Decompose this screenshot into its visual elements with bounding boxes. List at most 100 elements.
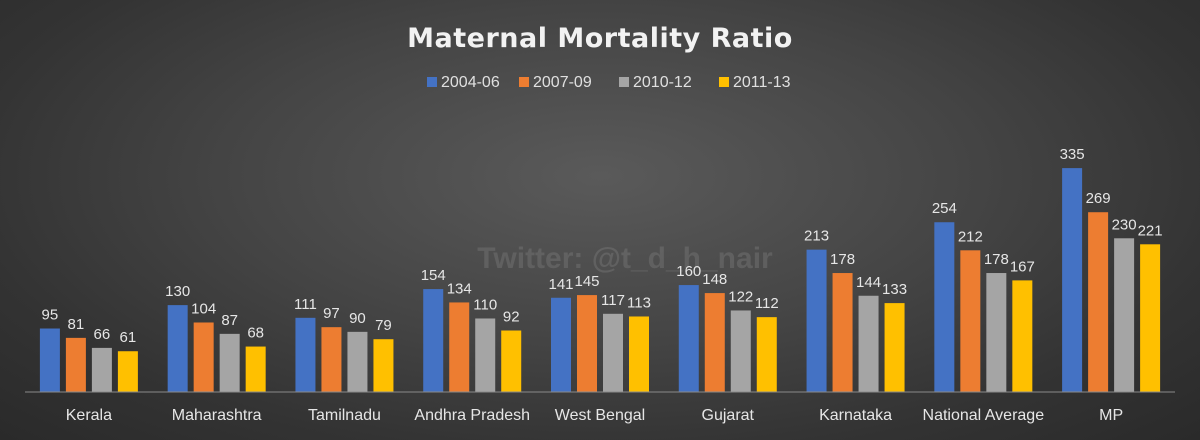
x-tick-tamilnadu: Tamilnadu	[308, 407, 381, 424]
data-label-tamilnadu-2011-13: 79	[375, 317, 392, 334]
bar-west-bengal-2007-09	[577, 295, 597, 392]
data-label-national-average-2004-06: 254	[932, 200, 957, 217]
data-label-gujarat-2007-09: 148	[702, 271, 727, 288]
x-tick-karnataka: Karnataka	[819, 407, 892, 424]
bar-gujarat-2007-09	[704, 293, 725, 392]
x-tick-mp: MP	[1099, 407, 1123, 424]
legend-swatch-2010-12	[619, 77, 629, 87]
legend: 2004-06 2007-09 2010-12 2011-13	[427, 74, 791, 91]
legend-swatch-2011-13	[719, 77, 729, 87]
bar-maharashtra-2011-13	[245, 346, 266, 392]
chart-title: Maternal Mortality Ratio	[407, 23, 793, 54]
data-label-maharashtra-2004-06: 130	[165, 283, 190, 300]
legend-swatch-2004-06	[427, 77, 437, 87]
legend-label-2007-09: 2007-09	[533, 74, 592, 91]
data-label-maharashtra-2007-09: 104	[191, 300, 216, 317]
legend-swatch-2007-09	[519, 77, 529, 87]
bar-mp-2004-06	[1062, 168, 1083, 392]
data-label-national-average-2007-09: 212	[958, 228, 983, 245]
bar-karnataka-2010-12	[858, 295, 879, 392]
x-tick-gujarat: Gujarat	[702, 407, 755, 424]
data-label-andhra-pradesh-2010-12: 110	[473, 296, 497, 313]
x-tick-national-average: National Average	[923, 407, 1045, 424]
data-label-tamilnadu-2007-09: 97	[323, 305, 340, 322]
data-label-gujarat-2010-12: 122	[728, 288, 753, 305]
data-label-andhra-pradesh-2004-06: 154	[421, 267, 446, 284]
legend-item-2007-09: 2007-09	[519, 74, 592, 91]
bar-west-bengal-2011-13	[629, 316, 649, 392]
data-label-kerala-2004-06: 95	[42, 307, 59, 324]
bar-national-average-2004-06	[934, 222, 955, 392]
x-tick-andhra-pradesh: Andhra Pradesh	[414, 407, 530, 424]
bar-gujarat-2004-06	[678, 285, 699, 392]
bar-kerala-2007-09	[65, 337, 86, 392]
bar-gujarat-2010-12	[730, 310, 751, 392]
bar-karnataka-2007-09	[832, 273, 853, 392]
bar-tamilnadu-2010-12	[347, 331, 368, 392]
bar-national-average-2007-09	[960, 250, 981, 392]
data-label-tamilnadu-2010-12: 90	[349, 310, 366, 327]
bar-west-bengal-2010-12	[603, 313, 623, 392]
data-label-west-bengal-2004-06: 141	[548, 276, 573, 293]
data-label-national-average-2011-13: 167	[1010, 258, 1035, 275]
data-label-kerala-2011-13: 61	[120, 329, 137, 346]
data-label-mp-2007-09: 269	[1086, 190, 1111, 207]
bar-tamilnadu-2007-09	[321, 327, 342, 392]
bar-karnataka-2004-06	[806, 249, 827, 392]
x-axis-tick-labels: Kerala Maharashtra Tamilnadu Andhra Pradesh…	[66, 407, 1123, 424]
legend-item-2011-13: 2011-13	[719, 74, 791, 91]
data-label-karnataka-2010-12: 144	[856, 274, 881, 291]
bar-maharashtra-2010-12	[219, 333, 240, 392]
bars-layer	[39, 168, 1161, 392]
bar-gujarat-2011-13	[756, 317, 777, 392]
data-label-tamilnadu-2004-06: 111	[294, 296, 317, 313]
bar-andhra-pradesh-2007-09	[449, 302, 470, 392]
bar-tamilnadu-2004-06	[295, 317, 316, 392]
data-label-kerala-2010-12: 66	[94, 326, 111, 343]
bar-kerala-2010-12	[91, 347, 112, 392]
data-label-karnataka-2011-13: 133	[882, 281, 907, 298]
data-label-karnataka-2007-09: 178	[830, 251, 855, 268]
bar-andhra-pradesh-2011-13	[501, 330, 522, 392]
bar-tamilnadu-2011-13	[373, 339, 394, 392]
data-label-gujarat-2011-13: 112	[755, 295, 779, 312]
bar-national-average-2011-13	[1012, 280, 1033, 392]
data-label-national-average-2010-12: 178	[984, 251, 1009, 268]
data-label-mp-2004-06: 335	[1060, 146, 1085, 163]
data-label-andhra-pradesh-2011-13: 92	[503, 309, 520, 326]
bar-kerala-2004-06	[39, 328, 60, 392]
bar-andhra-pradesh-2004-06	[423, 289, 444, 392]
bar-mp-2011-13	[1140, 244, 1161, 392]
bar-andhra-pradesh-2010-12	[475, 318, 496, 392]
data-label-west-bengal-2010-12: 117	[601, 292, 625, 309]
data-label-gujarat-2004-06: 160	[676, 263, 701, 280]
data-label-mp-2011-13: 221	[1138, 222, 1163, 239]
bar-mp-2010-12	[1114, 238, 1135, 392]
bar-karnataka-2011-13	[884, 303, 905, 392]
bar-kerala-2011-13	[117, 351, 138, 392]
x-tick-maharashtra: Maharashtra	[172, 407, 262, 424]
bar-maharashtra-2007-09	[193, 322, 214, 392]
bar-maharashtra-2004-06	[167, 305, 188, 392]
data-label-maharashtra-2010-12: 87	[221, 312, 238, 329]
legend-item-2004-06: 2004-06	[427, 74, 500, 91]
legend-label-2011-13: 2011-13	[733, 74, 791, 91]
data-label-west-bengal-2007-09: 145	[574, 273, 599, 290]
x-tick-kerala: Kerala	[66, 407, 112, 424]
data-label-west-bengal-2011-13: 113	[627, 294, 651, 311]
legend-label-2004-06: 2004-06	[441, 74, 500, 91]
bar-national-average-2010-12	[986, 273, 1007, 392]
bar-mp-2007-09	[1088, 212, 1109, 392]
data-label-mp-2010-12: 230	[1112, 216, 1137, 233]
data-label-maharashtra-2011-13: 68	[247, 325, 264, 342]
watermark: Twitter: @t_d_h_nair	[477, 242, 773, 275]
data-label-karnataka-2004-06: 213	[804, 228, 829, 245]
legend-label-2010-12: 2010-12	[633, 74, 692, 91]
legend-item-2010-12: 2010-12	[619, 74, 692, 91]
data-label-andhra-pradesh-2007-09: 134	[447, 280, 472, 297]
bar-west-bengal-2004-06	[551, 297, 571, 392]
x-tick-west-bengal: West Bengal	[555, 407, 645, 424]
